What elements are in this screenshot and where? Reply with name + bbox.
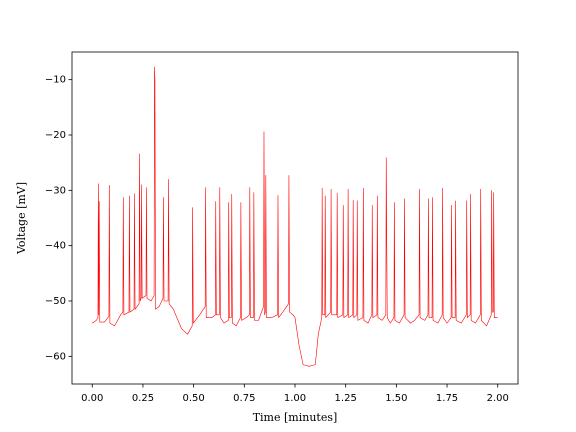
x-tick-label: 1.25 [335, 393, 357, 404]
y-tick-label: −40 [45, 241, 66, 252]
y-tick-label: −60 [45, 351, 66, 362]
x-tick-label: 0.75 [233, 393, 255, 404]
x-tick-label: 1.75 [436, 393, 458, 404]
x-tick-label: 0.00 [81, 393, 103, 404]
x-tick-label: 2.00 [487, 393, 509, 404]
x-tick-label: 0.25 [132, 393, 154, 404]
plot-frame [71, 51, 519, 385]
line-series [92, 66, 498, 367]
y-tick-label: −10 [45, 75, 66, 86]
y-axis-label: Voltage [mV] [15, 182, 28, 255]
y-tick-label: −30 [45, 185, 66, 196]
x-axis-label: Time [minutes] [253, 411, 338, 424]
x-tick-label: 1.50 [385, 393, 407, 404]
x-tick-label: 1.00 [284, 393, 306, 404]
y-tick-label: −20 [45, 130, 66, 141]
x-tick-label: 0.50 [183, 393, 205, 404]
y-tick-label: −50 [45, 296, 66, 307]
